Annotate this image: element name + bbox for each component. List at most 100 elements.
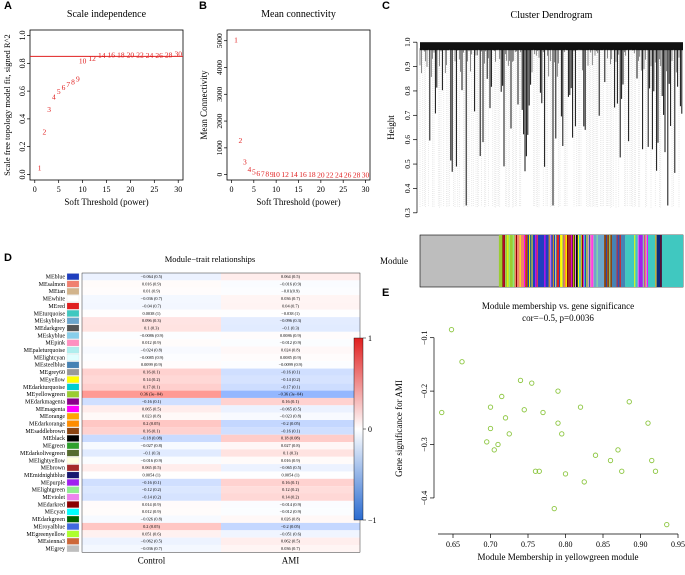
panel-a-point: 18 <box>117 50 125 59</box>
panel-b-ytick-label: 2000 <box>215 113 224 128</box>
panel-a-point: 24 <box>146 51 154 60</box>
heatmap-cell-control-text: 0.096 (0.3) <box>142 318 162 323</box>
heatmap-cell-ami <box>221 346 360 354</box>
heatmap-module-swatch <box>66 479 80 486</box>
heatmap-cell-ami-text: −0.16 (0.1) <box>281 428 301 433</box>
panel-c-module-stripe <box>586 235 588 287</box>
heatmap-cell-control <box>82 353 221 362</box>
panel-e-point <box>521 407 527 413</box>
panel-d-heatmap: MEblue −0.064 (0.5) 0.064 (0.5) MEsalmon 0.0… <box>20 272 377 565</box>
heatmap-cell-control-text: 0.065 (0.5) <box>142 406 162 411</box>
panel-c-module-stripe <box>591 235 593 287</box>
heatmap-col-label-ami: AMI <box>282 555 300 565</box>
panel-e-xtick-label: 0.85 <box>596 540 610 549</box>
heatmap-cell-ami-text: 0.04 (0.7) <box>282 303 299 308</box>
heatmap-cell-control <box>82 331 221 340</box>
panel-c-module-segment <box>588 235 594 287</box>
heatmap-cell-control <box>82 390 221 398</box>
panel-e-point <box>649 457 655 464</box>
heatmap-module-swatch <box>66 435 80 442</box>
heatmap-module-swatch <box>66 324 80 332</box>
heatmap-module-swatch <box>66 354 80 361</box>
panel-a-ytick-label: 0.8 <box>18 58 27 68</box>
heatmap-row-label: MEsaddlebrown <box>25 429 65 435</box>
heatmap-cell-control <box>82 280 221 288</box>
heatmap-row-label: MEcyan <box>45 510 65 516</box>
heatmap-module-swatch <box>66 486 80 494</box>
heatmap-cell-ami <box>221 353 360 362</box>
panel-a-point: 12 <box>88 54 96 63</box>
panel-a-point: 14 <box>98 51 106 60</box>
heatmap-cell-control-text: 0.023 (0.8) <box>142 414 162 419</box>
panel-e-point <box>619 468 625 474</box>
heatmap-cell-control-text: 0.012 (0.9) <box>142 509 162 514</box>
heatmap-row-label: MEpaleturquoise <box>24 348 66 354</box>
heatmap-row-label: MEmidnightblue <box>24 473 65 479</box>
heatmap-cell-ami <box>221 361 360 369</box>
heatmap-cell-ami <box>221 508 360 516</box>
panel-e-point <box>491 447 497 453</box>
panel-b-title: Mean connectivity <box>261 9 336 20</box>
panel-b-point: 9 <box>270 170 274 179</box>
heatmap-module-swatch <box>66 332 80 339</box>
panel-e-point <box>555 420 561 426</box>
panel-c-module-stripe <box>573 235 575 287</box>
panel-a-point: 4 <box>52 93 56 102</box>
heatmap-row-label: MEviolet <box>42 495 65 501</box>
heatmap-cell-ami <box>221 537 360 545</box>
heatmap-module-swatch <box>66 346 80 354</box>
heatmap-cell-ami-text: −0.065 (0.5) <box>280 465 302 470</box>
panel-b-point: 30 <box>362 170 370 179</box>
heatmap-row-label: MEgrey <box>45 546 65 552</box>
heatmap-cell-control-text: 0.0054 (1) <box>143 472 161 477</box>
heatmap-cell-ami <box>221 317 360 325</box>
panel-c-module-stripe <box>544 235 546 287</box>
heatmap-cell-control <box>82 508 221 516</box>
heatmap-row-label: MElightyellow <box>29 458 66 464</box>
heatmap-cell-control <box>82 515 221 523</box>
panel-c-module-stripe <box>528 235 530 287</box>
panel-a-point: 3 <box>47 105 51 114</box>
heatmap-cell-ami <box>221 522 360 531</box>
heatmap-cell-ami <box>221 486 360 494</box>
panel-a-point: 1 <box>38 164 42 173</box>
heatmap-row-label: MEgrey60 <box>39 370 65 376</box>
panel-e-point <box>495 441 501 448</box>
heatmap-row-label: MEsteelblue <box>35 363 66 369</box>
panel-c-module-stripe <box>548 235 550 287</box>
panel-a: A Scale independence 0 5 10 15 20 25 30 0.0 0.2 0.… <box>0 0 190 225</box>
panel-c-ytick-label: 0.7 <box>403 110 412 120</box>
heatmap-cell-ami <box>221 339 360 347</box>
panel-b-point: 5 <box>252 167 256 176</box>
heatmap-cell-control <box>82 522 221 531</box>
panel-e-point <box>529 380 535 386</box>
panel-c-ytick-label: 1.0 <box>403 37 412 47</box>
heatmap-cell-control <box>82 478 221 487</box>
heatmap-module-swatch <box>66 302 80 310</box>
heatmap-cell-ami <box>221 434 360 443</box>
heatmap-row-label: MEmagenta <box>36 407 66 413</box>
heatmap-cell-control <box>82 397 221 406</box>
panel-b: B Mean connectivity 0 5 10 15 20 25 30 0 1000 2000… <box>195 0 375 225</box>
heatmap-cell-ami <box>221 405 360 413</box>
heatmap-module-swatch <box>66 523 80 530</box>
panel-e-point <box>517 377 524 384</box>
heatmap-cell-ami-text: −0.065 (0.5) <box>280 406 302 411</box>
panel-e-letter: E <box>382 287 390 299</box>
panel-e-point <box>484 439 490 445</box>
heatmap-module-swatch <box>66 273 80 280</box>
panel-e-xtick-label: 0.90 <box>634 540 648 549</box>
panel-b-point: 2 <box>239 136 243 145</box>
heatmap-cell-ami-text: −0.012 (0.9) <box>280 509 302 514</box>
heatmap-module-swatch <box>66 427 80 435</box>
panel-c-module-stripe <box>536 235 538 287</box>
heatmap-row-label: MEyellow <box>40 377 66 383</box>
heatmap-cell-control-text: −0.036 (0.7) <box>141 296 163 301</box>
panel-c-ytick-label: 0.4 <box>403 184 412 194</box>
heatmap-cell-control <box>82 434 221 443</box>
heatmap-module-swatch <box>66 457 80 464</box>
panel-c-module-stripe <box>582 235 584 287</box>
heatmap-cell-ami-text: 0.064 (0.5) <box>281 274 301 279</box>
panel-e-title: Module membership vs. gene significance <box>482 301 634 311</box>
panel-e-point <box>499 393 505 400</box>
